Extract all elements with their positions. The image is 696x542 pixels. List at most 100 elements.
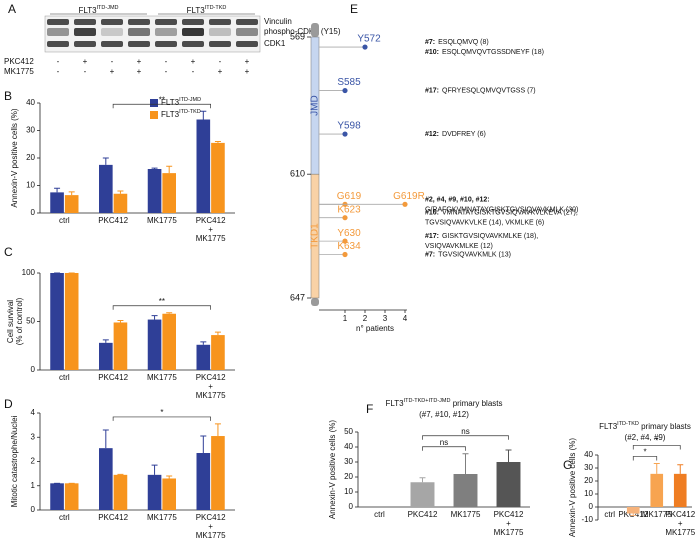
error-bar — [151, 315, 158, 320]
bar — [113, 322, 128, 370]
error-bar — [102, 429, 109, 449]
treatment-sign: - — [111, 57, 114, 66]
annotation-id: #17: — [425, 87, 439, 94]
bar — [99, 164, 113, 213]
y-tick-label: 20 — [344, 472, 353, 481]
bar — [162, 173, 176, 213]
y-tick-label: 10 — [344, 487, 353, 496]
blot-band — [47, 19, 69, 25]
blot-band — [182, 28, 204, 36]
blot-band — [74, 28, 96, 36]
domain-label: JMD — [310, 95, 321, 116]
x-tick-label: MK1775 — [147, 373, 177, 382]
error-bar — [462, 453, 469, 474]
bar — [147, 319, 162, 370]
domain-label: TKD1 — [310, 223, 321, 249]
domain — [310, 173, 320, 299]
blot-band — [209, 28, 231, 36]
site-label: Y572 — [357, 34, 381, 45]
bar — [50, 273, 64, 370]
annotation-line: #10: ESQLQMVQVTGSSDNEYF (18) — [425, 49, 544, 56]
treatment-sign: + — [137, 67, 142, 76]
blot-group-label: FLT3ITD-JMD — [78, 5, 118, 15]
patients-tick-label: 2 — [363, 314, 368, 323]
band-label: CDK1 — [264, 39, 286, 48]
significance-bracket — [112, 305, 211, 310]
band-label: phospho-CDK1 (Y15) — [264, 27, 341, 36]
blot-band — [236, 28, 258, 36]
significance-bracket — [422, 446, 466, 451]
blot-band — [182, 19, 204, 25]
y-tick-label: 0 — [31, 505, 36, 514]
error-bar — [419, 477, 426, 483]
y-tick-label: 0 — [31, 365, 36, 374]
y-tick-label: 1 — [31, 481, 36, 490]
patients-tick-label: 1 — [343, 314, 348, 323]
site-label: S585 — [337, 77, 361, 88]
y-tick-label: 50 — [344, 427, 353, 436]
residue-label: 569 — [290, 31, 305, 41]
bar — [113, 193, 128, 213]
residue-label: 610 — [290, 169, 305, 179]
significance-label: ns — [461, 427, 469, 436]
y-tick-label: 40 — [344, 442, 353, 451]
annotation-text: QFRYESQLQMVQVTGSS (7) — [442, 87, 536, 94]
residue-label: 647 — [290, 292, 305, 302]
annotation-line: #2, #4, #9, #10, #12: — [425, 196, 490, 203]
error-bar — [151, 464, 158, 475]
treatment-sign: - — [219, 57, 222, 66]
treatment-label: PKC412 — [4, 57, 34, 66]
chart-title: FLT3ITD-TKD primary blasts — [599, 421, 691, 431]
panel-letter: E — [350, 2, 358, 16]
treatment-sign: - — [192, 67, 195, 76]
treatment-sign: + — [245, 67, 250, 76]
bar — [211, 436, 225, 510]
site-dot — [342, 215, 348, 221]
blot-band — [101, 19, 123, 25]
annotation-id: #10: — [425, 49, 439, 56]
annotation-line: #17: GISKTGVSIQVAVKMLKE (18), — [425, 233, 538, 240]
y-axis-label: Annexin-V positive cells (%) — [10, 108, 19, 207]
annotation-line: #7: ESQLQMVQ (8) — [425, 39, 489, 46]
x-tick-label: PKC412 + MK1775 — [196, 216, 226, 243]
y-tick-label: 0 — [589, 502, 594, 511]
patients-tick-label: 3 — [383, 314, 388, 323]
blot-band — [155, 41, 177, 47]
error-bar — [54, 187, 61, 193]
annotation-text: ESQLQMVQ (8) — [438, 39, 489, 46]
y-axis-label: Annexin-V positive cells (%) — [568, 438, 577, 537]
x-tick-label: ctrl — [59, 513, 70, 522]
site-label: Y630 — [337, 228, 361, 239]
site-dot — [402, 201, 408, 207]
y-tick-label: 30 — [584, 463, 593, 472]
patients-tick-label: 4 — [403, 314, 408, 323]
bar — [99, 342, 113, 370]
bar — [50, 192, 64, 213]
site-dot — [342, 238, 348, 244]
blot-band — [209, 19, 231, 25]
x-tick-label: PKC412 — [408, 510, 438, 519]
error-bar — [166, 475, 173, 479]
blot-group-label: FLT3ITD-TKD — [187, 5, 227, 15]
bar — [64, 483, 79, 510]
significance-bracket — [632, 456, 658, 461]
error-bar — [214, 331, 221, 336]
y-axis-label: Cell survival(% of control) — [6, 297, 24, 345]
y-tick-label: 2 — [31, 457, 36, 466]
bar — [50, 483, 64, 510]
panel-letter: A — [8, 2, 16, 16]
y-tick-label: 40 — [584, 450, 593, 459]
annotation-line: TGVSIQVAVKVLKE (14), VKMLKE (6) — [425, 220, 544, 227]
error-bar — [505, 449, 512, 462]
blot-band — [74, 41, 96, 47]
significance-label: ns — [440, 438, 448, 447]
site-dot — [342, 87, 348, 94]
site-label: Y598 — [337, 121, 361, 132]
bar — [196, 119, 211, 213]
y-tick-label: -10 — [581, 515, 593, 524]
annotation-text: G/RAFGKVMNATAYGISKTGVSIQVAVKMLK (30) — [425, 206, 578, 213]
bar — [147, 169, 162, 213]
treatment-sign: + — [191, 57, 196, 66]
legend-swatch — [150, 111, 158, 119]
